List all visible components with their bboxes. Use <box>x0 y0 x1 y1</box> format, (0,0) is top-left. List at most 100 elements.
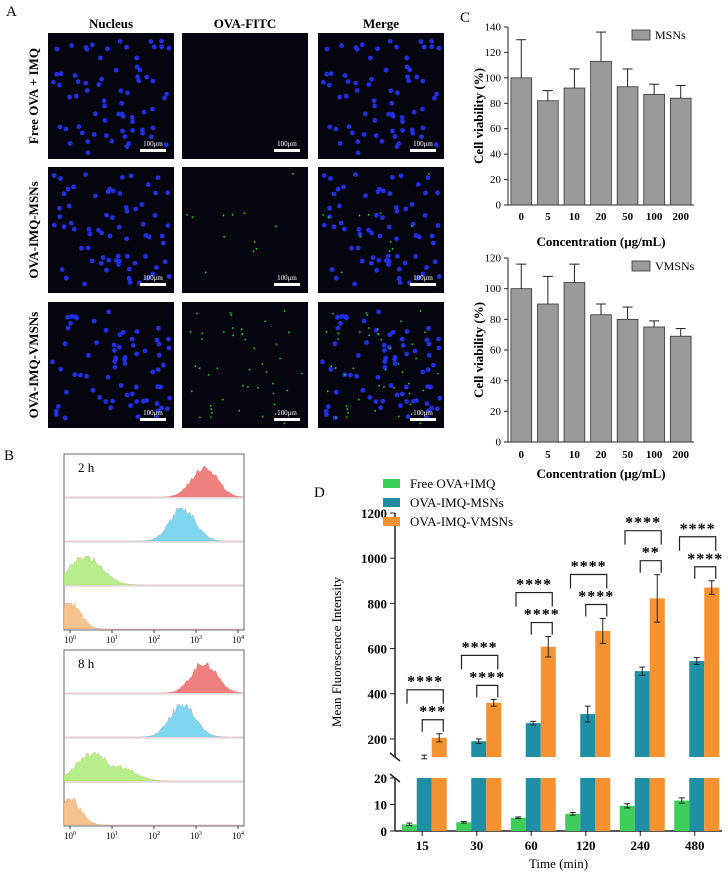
x-tick-label: 200 <box>672 449 689 461</box>
x-tick-label: 120 <box>576 838 596 853</box>
x-tick-exponent: 2 <box>157 635 160 641</box>
significance-label-outer: **** <box>462 639 498 656</box>
nucleus-dot <box>50 359 55 365</box>
x-tick-exponent: 1 <box>115 831 118 837</box>
row-label: Free OVA + IMQ <box>26 48 41 144</box>
nucleus-dot <box>130 343 136 348</box>
histogram-peak <box>64 661 245 694</box>
nucleus-dot <box>328 176 333 181</box>
bar-lower-segment <box>431 778 447 831</box>
fitc-dot <box>222 214 225 217</box>
scale-bar <box>410 149 436 152</box>
x-axis-title: Time (min) <box>529 856 588 871</box>
fitc-dot <box>273 403 276 406</box>
fitc-dot <box>240 328 243 331</box>
nucleus-dot <box>167 395 173 401</box>
nucleus-dot <box>67 141 73 146</box>
nucleus-dot <box>425 367 431 373</box>
nucleus-dot <box>122 134 128 139</box>
fitc-dot <box>358 214 361 217</box>
nucleus-dot <box>339 43 344 48</box>
nucleus-dot <box>150 106 155 112</box>
nucleus-dot <box>327 124 333 130</box>
legend-swatch <box>631 29 651 41</box>
nucleus-dot <box>103 327 109 333</box>
nucleus-dot <box>429 38 434 44</box>
nucleus-dot <box>321 173 327 179</box>
nucleus-dot <box>61 224 67 230</box>
significance-label-inner: ** <box>642 545 660 562</box>
nucleus-dot <box>426 352 432 358</box>
bar-lower-segment <box>525 778 541 831</box>
nucleus-dot <box>112 359 118 364</box>
bar <box>580 714 596 757</box>
bar-lower-segment <box>416 778 432 831</box>
nucleus-dot <box>61 191 67 197</box>
nucleus-dot <box>411 109 417 115</box>
nucleus-dot <box>128 173 134 179</box>
nucleus-dot <box>113 355 119 361</box>
nucleus-dot <box>345 79 351 84</box>
nucleus-dot <box>133 206 139 212</box>
nucleus-dot <box>165 190 171 196</box>
column-header: OVA-FITC <box>214 16 277 31</box>
column-header: Nucleus <box>89 16 133 31</box>
fitc-dot <box>283 310 286 312</box>
nucleus-dot <box>382 348 387 353</box>
nucleus-dot <box>410 221 416 227</box>
scale-bar-label: 100μm <box>413 409 433 417</box>
nucleus-dot <box>367 395 373 400</box>
nucleus-dot <box>51 79 56 85</box>
nucleus-dot <box>122 361 128 366</box>
nucleus-dot <box>336 203 342 209</box>
nucleus-dot <box>355 150 361 156</box>
fitc-dot <box>283 422 286 425</box>
nucleus-dot <box>111 342 117 348</box>
y-tick-label: 40 <box>490 375 502 387</box>
nucleus-dot <box>140 398 146 404</box>
fitc-dot <box>345 416 348 418</box>
nucleus-dot <box>134 55 140 61</box>
nucleus-dot <box>342 314 348 320</box>
significance-bracket-outer <box>624 530 662 545</box>
bar <box>689 660 705 757</box>
nucleus-dot <box>346 124 352 129</box>
nucleus-dot <box>436 336 441 342</box>
y-tick-label: 1000 <box>361 551 387 566</box>
bar <box>525 723 541 757</box>
nucleus-dot <box>135 414 141 420</box>
significance-label-inner: **** <box>524 607 560 624</box>
nucleus-dot <box>150 369 156 375</box>
nucleus-dot <box>374 267 379 273</box>
nucleus-dot <box>410 130 415 136</box>
bar <box>616 86 639 206</box>
x-tick-exponent: 3 <box>199 831 202 837</box>
nucleus-dot <box>67 94 72 100</box>
nucleus-dot <box>54 46 60 52</box>
fitc-dot <box>248 368 251 371</box>
nucleus-dot <box>337 141 343 146</box>
nucleus-dot <box>158 384 164 390</box>
nucleus-dot <box>335 315 340 320</box>
nucleus-dot <box>400 119 405 125</box>
y-tick-label: 400 <box>368 687 388 702</box>
nucleus-dot <box>69 43 74 48</box>
y-axis-title: Mean Fluorescence Intensity <box>329 576 344 727</box>
fitc-dot <box>384 368 387 371</box>
fitc-dot <box>275 343 278 345</box>
legend-label: VMSNs <box>655 259 695 273</box>
nucleus-dot <box>366 82 372 87</box>
legend-swatch <box>631 260 651 272</box>
nucleus-dot <box>109 138 115 144</box>
fitc-dot <box>337 332 340 335</box>
panel-d: D 0 10 20 200 400 600 800 1000 1200 Mean Fluoresce… <box>314 476 722 871</box>
significance-bracket-inner <box>639 560 662 573</box>
nucleus-dot <box>387 38 393 44</box>
fitc-dot <box>255 247 258 250</box>
fitc-dot <box>216 367 219 370</box>
nucleus-dot <box>78 372 83 378</box>
nucleus-dot <box>90 387 96 393</box>
nucleus-dot <box>359 258 365 264</box>
nucleus-dot <box>412 348 418 354</box>
